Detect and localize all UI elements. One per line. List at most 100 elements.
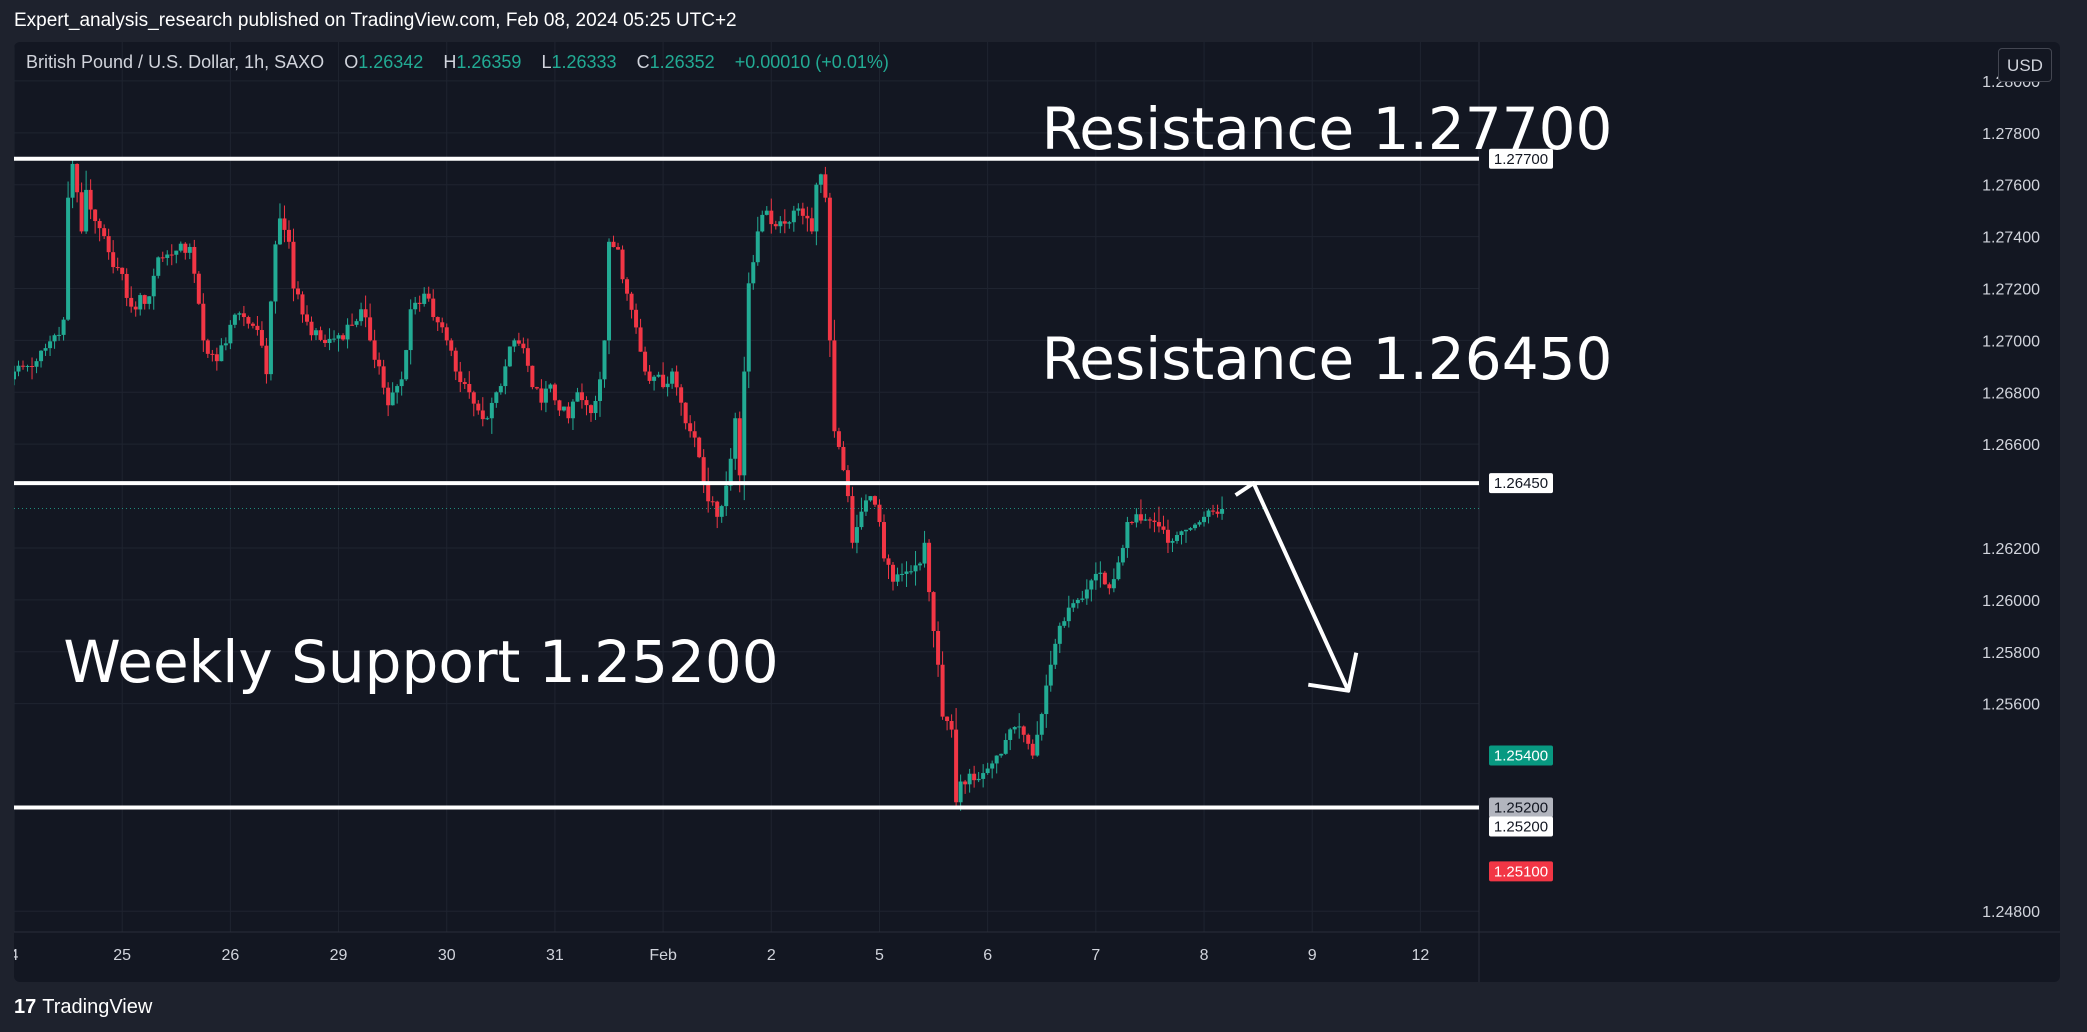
candle-body[interactable] bbox=[21, 365, 26, 367]
candle-body[interactable] bbox=[516, 340, 521, 344]
candle-body[interactable] bbox=[246, 317, 251, 324]
candle-body[interactable] bbox=[489, 402, 494, 419]
candle-body[interactable] bbox=[395, 386, 400, 393]
candle-body[interactable] bbox=[377, 359, 382, 367]
candle-body[interactable] bbox=[309, 321, 314, 336]
candle-body[interactable] bbox=[1030, 743, 1035, 756]
candle-body[interactable] bbox=[16, 365, 21, 372]
tradingview-logo[interactable]: 17 TradingView bbox=[14, 996, 152, 1019]
candle-body[interactable] bbox=[1125, 522, 1130, 548]
candle-body[interactable] bbox=[160, 257, 165, 259]
candle-body[interactable] bbox=[927, 542, 932, 593]
candle-body[interactable] bbox=[305, 314, 309, 322]
candle-body[interactable] bbox=[1193, 524, 1198, 529]
projection-arrow-head[interactable] bbox=[1307, 652, 1359, 693]
candle-body[interactable] bbox=[1156, 522, 1161, 527]
candle-body[interactable] bbox=[1107, 584, 1112, 589]
candle-body[interactable] bbox=[462, 382, 467, 384]
candle-body[interactable] bbox=[593, 400, 598, 414]
candle-body[interactable] bbox=[214, 354, 219, 362]
candle-body[interactable] bbox=[990, 763, 995, 769]
candle-body[interactable] bbox=[1120, 547, 1125, 563]
candle-body[interactable] bbox=[1174, 535, 1179, 541]
candle-body[interactable] bbox=[539, 388, 544, 403]
candle-body[interactable] bbox=[552, 384, 557, 401]
candle-body[interactable] bbox=[994, 755, 999, 764]
candle-body[interactable] bbox=[259, 330, 264, 346]
candle-body[interactable] bbox=[255, 325, 260, 331]
candle-body[interactable] bbox=[84, 189, 89, 232]
candle-body[interactable] bbox=[570, 401, 575, 419]
candle-body[interactable] bbox=[976, 778, 981, 781]
candle-body[interactable] bbox=[999, 753, 1004, 756]
candle-body[interactable] bbox=[129, 297, 134, 307]
candle-body[interactable] bbox=[359, 309, 364, 322]
candle-body[interactable] bbox=[859, 511, 864, 528]
candle-body[interactable] bbox=[751, 262, 756, 284]
candle-body[interactable] bbox=[25, 366, 30, 368]
candle-body[interactable] bbox=[598, 379, 602, 401]
candle-body[interactable] bbox=[967, 773, 972, 785]
candle-body[interactable] bbox=[440, 322, 445, 328]
candle-body[interactable] bbox=[629, 293, 634, 310]
candle-body[interactable] bbox=[196, 273, 201, 304]
candle-body[interactable] bbox=[1206, 510, 1211, 517]
candle-body[interactable] bbox=[201, 303, 206, 341]
candle-body[interactable] bbox=[341, 335, 346, 340]
candle-body[interactable] bbox=[1021, 726, 1026, 735]
candle-body[interactable] bbox=[57, 334, 62, 336]
candle-body[interactable] bbox=[575, 392, 580, 402]
candle-body[interactable] bbox=[277, 218, 282, 245]
candle-body[interactable] bbox=[323, 339, 328, 343]
candle-body[interactable] bbox=[958, 781, 963, 803]
candle-body[interactable] bbox=[449, 340, 454, 351]
candle-body[interactable] bbox=[1202, 516, 1207, 523]
candle-body[interactable] bbox=[142, 295, 147, 304]
candle-body[interactable] bbox=[435, 317, 440, 323]
candle-body[interactable] bbox=[778, 221, 783, 227]
candle-body[interactable] bbox=[1084, 589, 1089, 599]
candle-body[interactable] bbox=[945, 716, 950, 722]
candle-body[interactable] bbox=[931, 592, 936, 632]
candle-body[interactable] bbox=[823, 174, 828, 198]
candle-body[interactable] bbox=[232, 314, 237, 325]
candle-body[interactable] bbox=[268, 301, 273, 375]
candle-body[interactable] bbox=[607, 241, 612, 341]
candle-body[interactable] bbox=[940, 664, 945, 717]
candle-body[interactable] bbox=[1102, 572, 1107, 585]
candle-body[interactable] bbox=[138, 295, 143, 310]
candle-body[interactable] bbox=[1134, 514, 1139, 523]
candle-body[interactable] bbox=[661, 374, 666, 388]
candle-body[interactable] bbox=[881, 522, 886, 559]
candle-body[interactable] bbox=[467, 383, 472, 393]
candle-body[interactable] bbox=[1170, 540, 1175, 543]
candle-body[interactable] bbox=[345, 324, 350, 340]
candle-body[interactable] bbox=[525, 348, 530, 366]
candle-body[interactable] bbox=[634, 309, 639, 328]
candle-body[interactable] bbox=[291, 241, 296, 289]
candle-body[interactable] bbox=[909, 571, 914, 573]
candle-body[interactable] bbox=[719, 506, 724, 517]
candle-body[interactable] bbox=[241, 313, 246, 318]
candle-body[interactable] bbox=[512, 340, 517, 347]
candle-body[interactable] bbox=[368, 317, 373, 341]
candle-body[interactable] bbox=[1197, 522, 1202, 525]
candle-body[interactable] bbox=[922, 542, 927, 564]
candle-body[interactable] bbox=[223, 343, 228, 346]
candle-body[interactable] bbox=[548, 384, 553, 389]
candle-body[interactable] bbox=[827, 197, 832, 341]
candle-body[interactable] bbox=[625, 279, 630, 294]
candle-body[interactable] bbox=[895, 574, 900, 582]
candle-body[interactable] bbox=[800, 208, 805, 216]
candle-body[interactable] bbox=[1179, 531, 1184, 536]
candle-body[interactable] bbox=[764, 210, 769, 215]
candle-body[interactable] bbox=[1147, 519, 1152, 521]
candle-body[interactable] bbox=[133, 306, 138, 310]
candle-body[interactable] bbox=[715, 501, 720, 517]
currency-button[interactable]: USD bbox=[1998, 48, 2052, 82]
candle-body[interactable] bbox=[886, 558, 891, 565]
candle-body[interactable] bbox=[79, 192, 84, 232]
candle-body[interactable] bbox=[408, 309, 413, 351]
candle-body[interactable] bbox=[611, 241, 616, 248]
